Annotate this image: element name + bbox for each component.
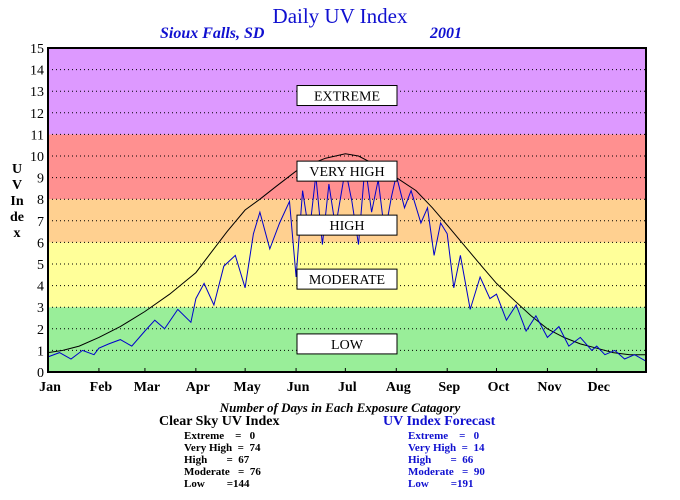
footer-title: Number of Days in Each Exposure Catagory	[219, 400, 461, 415]
x-tick-label: Dec	[587, 380, 610, 395]
clear-sky-row: High = 67	[184, 454, 250, 466]
band-label-box	[296, 333, 398, 355]
y-tick-label: 1	[37, 344, 44, 359]
exposure-bands	[48, 48, 646, 372]
clear-sky-row: Very High = 74	[184, 442, 261, 454]
clear-sky-row: Low =144	[184, 478, 250, 490]
plot-frame	[47, 47, 647, 373]
y-tick-label: 5	[37, 258, 44, 273]
band-labels: LOW MODERATE HIGH VERY HIGH EXTREME	[296, 85, 398, 355]
forecast-panel: UV Index Forecast Extreme = 0 Very High …	[383, 414, 495, 490]
y-tick-label: 7	[37, 215, 44, 230]
y-tick-label: 3	[37, 301, 44, 316]
x-tick-label: Jul	[338, 380, 357, 395]
x-tick-label: Jan	[39, 380, 61, 395]
y-tick-label: 15	[30, 42, 44, 57]
band-label-box	[296, 268, 398, 290]
x-tick-label: Oct	[488, 380, 510, 395]
y-axis-label: UV Index	[10, 162, 24, 241]
y-tick-label: 2	[37, 323, 44, 338]
y-tick-label: 14	[30, 64, 44, 79]
forecast-row: High = 66	[408, 454, 474, 466]
y-tick-label: 0	[37, 366, 44, 381]
band-label: HIGH	[330, 219, 365, 234]
x-tick-label: Jun	[287, 380, 310, 395]
y-tick-label: 4	[37, 280, 44, 295]
x-tick-label: Aug	[386, 380, 411, 395]
y-tick-label: 8	[37, 193, 44, 208]
x-tick-label: Sep	[438, 380, 460, 395]
forecast-row: Extreme = 0	[408, 430, 480, 442]
location-label: Sioux Falls, SD	[160, 25, 265, 42]
band-label-box	[296, 214, 398, 236]
band-label: MODERATE	[309, 273, 385, 288]
forecast-row: Low =191	[408, 478, 474, 490]
x-tick-label: Nov	[537, 380, 561, 395]
x-tick-label: Feb	[90, 380, 113, 395]
forecast-heading: UV Index Forecast	[383, 414, 496, 429]
clear-sky-panel: Clear Sky UV Index Extreme = 0 Very High…	[159, 414, 279, 490]
clear-sky-heading: Clear Sky UV Index	[159, 414, 280, 429]
band-label: LOW	[331, 338, 364, 353]
band-label-box	[296, 85, 398, 107]
y-tick-label: 13	[30, 85, 44, 100]
clear-sky-row: Moderate = 76	[184, 466, 261, 478]
x-tick-label: Apr	[186, 380, 210, 395]
series-line-uv-index-forecast	[47, 164, 647, 362]
y-tick-label: 10	[30, 150, 44, 165]
y-tick-label: 11	[31, 128, 44, 143]
forecast-row: Moderate = 90	[408, 466, 485, 478]
y-tick-label: 6	[37, 236, 44, 251]
x-tick-label: Mar	[134, 380, 160, 395]
x-tick-label: May	[234, 380, 261, 395]
series-lines	[47, 153, 647, 362]
clear-sky-row: Extreme = 0	[184, 430, 256, 442]
band-label: EXTREME	[314, 90, 380, 105]
chart-title: Daily UV Index	[272, 4, 408, 28]
forecast-row: Very High = 14	[408, 442, 485, 454]
band-label: VERY HIGH	[309, 165, 384, 180]
year-label: 2001	[430, 25, 462, 42]
y-tick-label: 9	[37, 172, 44, 187]
band-label-box	[296, 160, 398, 182]
y-tick-label: 12	[30, 107, 44, 122]
